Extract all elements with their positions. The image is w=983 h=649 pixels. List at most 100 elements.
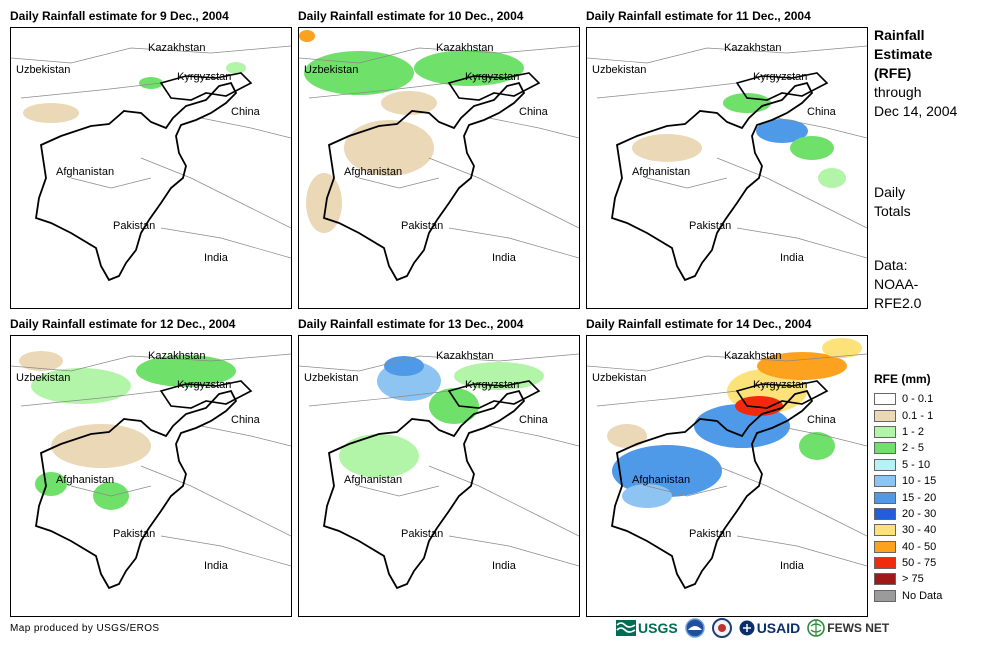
legend-label: 30 - 40 xyxy=(902,524,937,537)
data-source: Data: NOAA- RFE2.0 xyxy=(874,256,921,313)
label-kyrgyzstan: Kyrgyzstan xyxy=(753,71,808,83)
admin-boundaries xyxy=(11,353,291,567)
usaid-seal-icon xyxy=(739,620,755,636)
legend-label: 15 - 20 xyxy=(902,491,937,504)
legend-item: 0 - 0.1 xyxy=(874,391,942,407)
rainfall-area xyxy=(429,388,479,424)
rainfall-area xyxy=(818,168,846,188)
rainfall-area xyxy=(139,77,163,89)
country-border xyxy=(610,389,814,590)
kyrgyzstan-border xyxy=(159,380,253,409)
label-kazakhstan: Kazakhstan xyxy=(436,350,494,362)
legend-item: 10 - 15 xyxy=(874,473,942,489)
rainfall-area xyxy=(339,434,419,478)
label-uzbekistan: Uzbekistan xyxy=(304,372,359,384)
rainfall-area xyxy=(226,62,246,74)
legend-swatch xyxy=(874,589,896,602)
rainfall-area xyxy=(51,424,151,468)
legend-swatch xyxy=(874,540,896,553)
panel-title: Daily Rainfall estimate for 14 Dec., 200… xyxy=(586,317,812,331)
map-description: Rainfall Estimate (RFE) through Dec 14, … xyxy=(874,26,957,121)
rainfall-area xyxy=(304,51,414,95)
totals-note: Daily Totals xyxy=(874,183,911,221)
fews-logo-text: FEWS NET xyxy=(827,621,890,635)
label-afghanistan: Afghanistan xyxy=(632,474,691,486)
source-line: RFE2.0 xyxy=(874,295,922,311)
legend-label: No Data xyxy=(902,589,943,602)
legend-item: 15 - 20 xyxy=(874,489,942,505)
rainfall-map: Kazakhstan Uzbekistan Kyrgyzstan China A… xyxy=(298,27,580,309)
legend-item: No Data xyxy=(874,588,942,604)
rainfall-area xyxy=(23,103,79,123)
rainfall-map: Kazakhstan Uzbekistan Kyrgyzstan China A… xyxy=(586,27,868,309)
legend-item: 0.1 - 1 xyxy=(874,407,942,423)
label-kazakhstan: Kazakhstan xyxy=(724,350,782,362)
legend-swatch xyxy=(874,491,896,504)
panel-title: Daily Rainfall estimate for 11 Dec., 200… xyxy=(586,9,811,23)
rainfall-area xyxy=(384,356,424,376)
legend-label: 40 - 50 xyxy=(902,540,937,553)
label-kazakhstan: Kazakhstan xyxy=(148,350,206,362)
label-pakistan: Pakistan xyxy=(689,528,732,540)
rainfall-area xyxy=(299,30,315,42)
dos-seal-icon xyxy=(711,618,732,638)
label-afghanistan: Afghanistan xyxy=(56,166,115,178)
label-china: China xyxy=(519,106,548,118)
legend-label: 10 - 15 xyxy=(902,475,937,488)
country-border xyxy=(322,81,526,282)
rainfall-area xyxy=(381,91,437,115)
noaa-icon xyxy=(684,618,705,638)
admin-boundaries xyxy=(299,353,579,567)
legend-item: 1 - 2 xyxy=(874,424,942,440)
label-india: India xyxy=(204,252,228,264)
legend-item: 50 - 75 xyxy=(874,555,942,571)
admin-boundaries xyxy=(587,353,867,567)
label-uzbekistan: Uzbekistan xyxy=(16,372,71,384)
kyrgyzstan-border xyxy=(159,72,253,101)
label-kazakhstan: Kazakhstan xyxy=(148,42,206,54)
label-afghanistan: Afghanistan xyxy=(632,166,691,178)
kyrgyzstan-border xyxy=(735,380,829,409)
rainfall-area xyxy=(790,136,834,160)
label-uzbekistan: Uzbekistan xyxy=(304,64,359,76)
label-china: China xyxy=(519,414,548,426)
rainfall-area xyxy=(632,134,702,162)
legend-label: 1 - 2 xyxy=(902,425,925,438)
globe-icon xyxy=(807,619,826,637)
rainfall-area xyxy=(136,355,236,387)
panel-title: Daily Rainfall estimate for 13 Dec., 200… xyxy=(298,317,524,331)
rainfall-map: Kazakhstan Uzbekistan Kyrgyzstan China A… xyxy=(10,335,292,617)
legend-item: 5 - 10 xyxy=(874,457,942,473)
rainfall-area xyxy=(756,119,808,143)
admin-boundaries xyxy=(299,45,579,259)
label-kyrgyzstan: Kyrgyzstan xyxy=(177,71,232,83)
rainfall-area xyxy=(822,338,862,358)
usgs-wave-icon xyxy=(616,620,636,636)
source-line: Data: xyxy=(874,257,908,273)
legend-item: 40 - 50 xyxy=(874,539,942,555)
heading-line: (RFE) xyxy=(874,65,912,81)
rainfall-area xyxy=(723,93,771,113)
label-india: India xyxy=(780,252,804,264)
label-china: China xyxy=(807,106,836,118)
legend-label: > 75 xyxy=(902,573,924,586)
totals-line: Daily xyxy=(874,184,906,200)
legend-swatch xyxy=(874,557,896,570)
legend-swatch xyxy=(874,425,896,438)
heading-line: Rainfall xyxy=(874,27,925,43)
rainfall-area xyxy=(306,173,342,233)
rainfall-area xyxy=(622,484,672,508)
through-date: Dec 14, 2004 xyxy=(874,103,958,119)
map-credit: Map produced by USGS/EROS xyxy=(10,623,160,634)
usaid-logo-text: USAID xyxy=(756,620,801,636)
label-kazakhstan: Kazakhstan xyxy=(436,42,494,54)
fews-logo: FEWS NET xyxy=(807,619,889,637)
kyrgyzstan-border xyxy=(447,380,541,409)
label-afghanistan: Afghanistan xyxy=(56,474,115,486)
rainfall-area xyxy=(607,424,647,448)
legend-swatch xyxy=(874,507,896,520)
label-kyrgyzstan: Kyrgyzstan xyxy=(465,379,520,391)
through-text: through xyxy=(874,84,922,100)
rainfall-area xyxy=(31,368,131,404)
kyrgyzstan-border xyxy=(447,72,541,101)
